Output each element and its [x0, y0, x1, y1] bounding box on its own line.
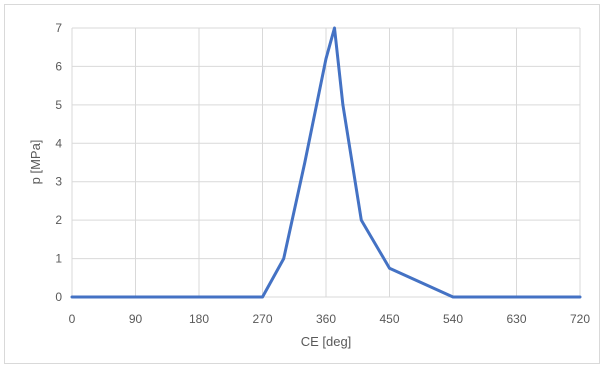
x-axis-title: CE [deg] — [301, 334, 352, 349]
x-tick-label: 180 — [189, 312, 209, 326]
y-tick-label: 7 — [55, 21, 62, 35]
x-tick-label: 270 — [252, 312, 272, 326]
y-tick-label: 1 — [55, 252, 62, 266]
x-tick-label: 720 — [570, 312, 590, 326]
y-tick-label: 3 — [55, 175, 62, 189]
series-layer — [70, 26, 582, 299]
x-tick-label: 450 — [379, 312, 399, 326]
y-tick-label: 5 — [55, 98, 62, 112]
chart-frame — [4, 4, 600, 364]
x-tick-labels: 0 90 180 270 360 450 540 630 720 — [69, 312, 591, 326]
y-tick-labels: 0 1 2 3 4 5 6 7 — [55, 21, 62, 304]
series-line — [70, 26, 582, 299]
x-tick-label: 630 — [506, 312, 526, 326]
grid-lines — [71, 27, 581, 298]
y-tick-label: 0 — [55, 290, 62, 304]
y-tick-label: 6 — [55, 59, 62, 73]
x-tick-label: 360 — [316, 312, 336, 326]
x-tick-label: 0 — [69, 312, 76, 326]
x-tick-label: 540 — [443, 312, 463, 326]
y-tick-label: 2 — [55, 213, 62, 227]
x-tick-label: 90 — [129, 312, 143, 326]
y-tick-label: 4 — [55, 136, 62, 150]
y-axis-title: p [MPa] — [28, 140, 43, 185]
